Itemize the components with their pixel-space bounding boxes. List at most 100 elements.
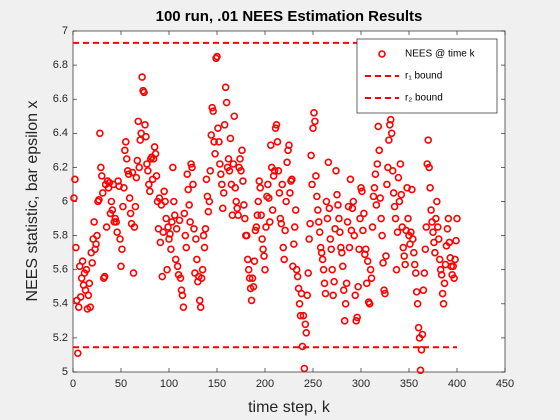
data-point xyxy=(100,272,109,281)
data-point xyxy=(451,255,459,264)
data-point xyxy=(377,214,385,223)
data-point xyxy=(255,177,264,185)
data-point xyxy=(74,349,82,358)
x-tick-label: 100 xyxy=(160,378,178,390)
data-point xyxy=(310,109,318,117)
data-point xyxy=(197,274,206,283)
data-point xyxy=(413,299,422,308)
data-point xyxy=(270,167,279,175)
data-point xyxy=(305,235,313,243)
data-point xyxy=(380,286,388,294)
x-tick-label: 150 xyxy=(208,378,226,390)
data-point xyxy=(214,124,222,132)
x-tick-label: 400 xyxy=(448,378,466,390)
data-point xyxy=(367,274,376,283)
data-point xyxy=(362,279,371,288)
data-point xyxy=(304,269,313,277)
data-point xyxy=(187,160,195,168)
data-point xyxy=(145,180,153,189)
data-point xyxy=(204,207,213,216)
data-point xyxy=(407,228,415,236)
data-point xyxy=(170,211,179,219)
data-point xyxy=(306,219,314,228)
data-point xyxy=(337,248,346,257)
data-point xyxy=(440,279,449,288)
data-point xyxy=(239,177,247,185)
data-point xyxy=(429,228,437,236)
data-point xyxy=(196,303,205,312)
data-point xyxy=(184,185,192,194)
data-point xyxy=(315,228,324,236)
data-point xyxy=(211,149,219,158)
data-point xyxy=(151,149,160,158)
data-point xyxy=(422,223,431,231)
data-point xyxy=(318,255,327,264)
data-point xyxy=(159,228,168,236)
data-point xyxy=(178,291,187,300)
data-point xyxy=(374,122,383,131)
data-point xyxy=(162,214,170,223)
data-point xyxy=(152,172,161,180)
data-point xyxy=(289,240,298,248)
data-point xyxy=(292,265,301,274)
legend: NEES @ time k r₁ bound r₂ bound xyxy=(356,38,498,114)
data-point xyxy=(416,366,425,375)
data-point xyxy=(192,235,200,243)
data-point xyxy=(349,197,358,206)
data-point xyxy=(260,252,268,260)
data-point xyxy=(280,255,289,264)
data-point xyxy=(401,260,409,269)
data-point xyxy=(131,202,140,211)
y-tick-label: 6.8 xyxy=(53,59,68,71)
data-point xyxy=(420,269,429,277)
data-point xyxy=(141,120,149,129)
data-point xyxy=(93,231,101,240)
data-point xyxy=(265,218,274,226)
data-point xyxy=(392,265,401,274)
data-point xyxy=(210,138,218,146)
x-tick-label: 200 xyxy=(256,378,274,390)
data-point xyxy=(438,289,447,298)
data-point xyxy=(421,245,430,254)
data-point xyxy=(170,197,178,206)
data-point xyxy=(120,184,128,192)
x-tick-label: 350 xyxy=(400,378,418,390)
data-point xyxy=(427,206,435,214)
data-point xyxy=(172,224,181,233)
data-point xyxy=(154,224,163,233)
data-point xyxy=(346,175,355,184)
data-point xyxy=(164,223,172,231)
data-point xyxy=(300,364,309,373)
data-point xyxy=(381,289,389,298)
data-point xyxy=(96,129,104,138)
data-point xyxy=(188,163,196,172)
data-point xyxy=(296,311,305,320)
data-point xyxy=(299,311,308,320)
data-point xyxy=(277,219,286,228)
data-point xyxy=(321,289,330,298)
legend-label: r₂ bound xyxy=(405,93,443,104)
data-point xyxy=(417,346,426,354)
data-point xyxy=(243,255,252,264)
data-point xyxy=(183,170,192,179)
data-point xyxy=(275,189,284,197)
data-point xyxy=(343,218,352,226)
data-point xyxy=(399,243,408,252)
data-point xyxy=(314,218,323,226)
data-point xyxy=(168,218,176,226)
data-point xyxy=(122,138,130,146)
data-point xyxy=(252,223,261,231)
data-point xyxy=(238,146,246,155)
y-tick-label: 6.6 xyxy=(53,93,68,105)
data-point xyxy=(107,197,116,206)
data-point xyxy=(382,252,390,260)
data-point xyxy=(328,265,337,274)
data-point xyxy=(248,274,257,283)
data-point xyxy=(202,175,211,184)
data-point xyxy=(278,180,287,189)
data-point xyxy=(325,204,334,213)
data-point xyxy=(250,257,259,265)
data-point xyxy=(409,235,417,243)
data-point xyxy=(396,160,405,168)
